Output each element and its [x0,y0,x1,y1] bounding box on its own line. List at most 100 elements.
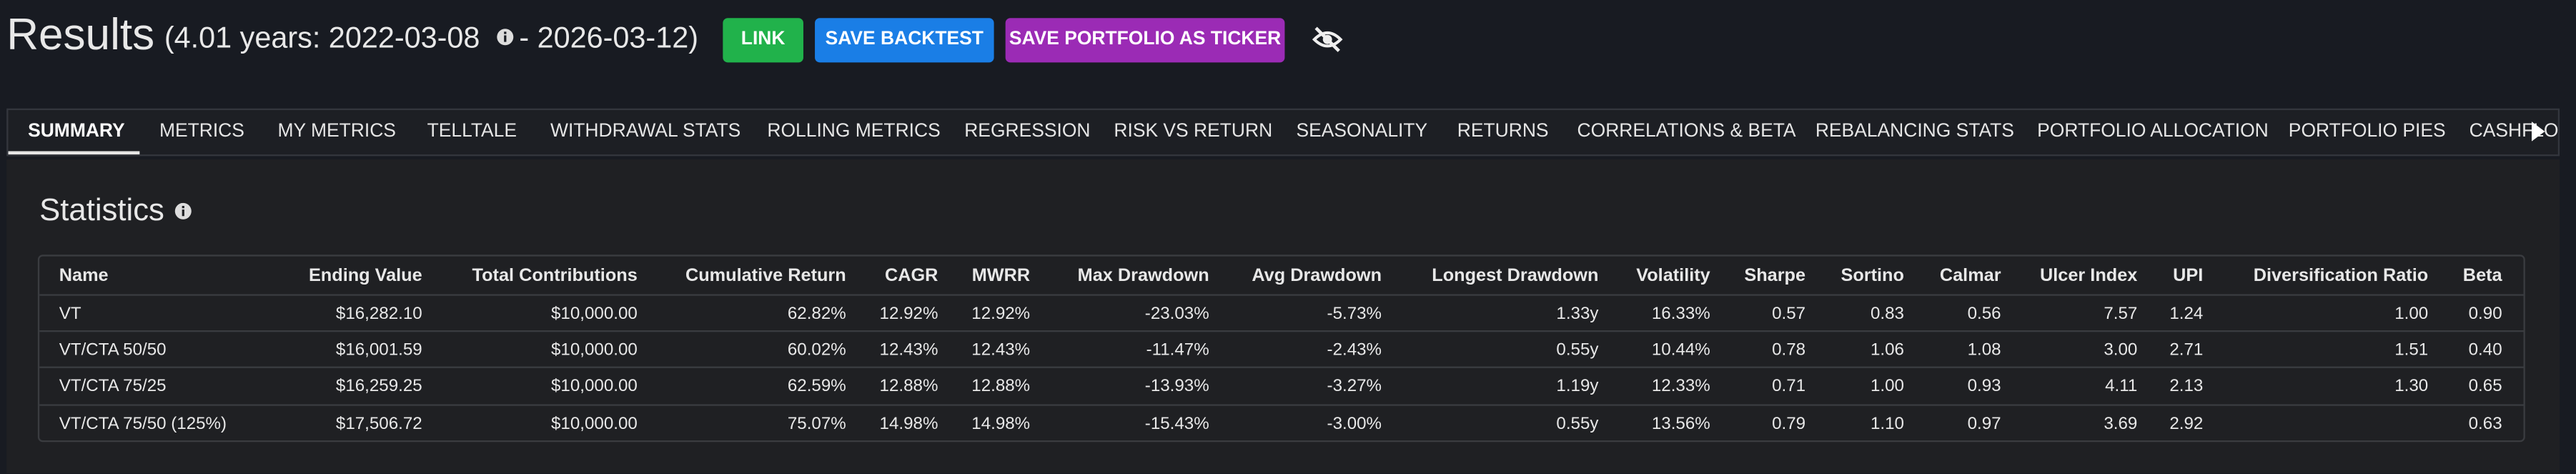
table-cell: 12.33% [1651,376,1710,396]
page-title: Results [6,9,155,59]
column-header: Sortino [1841,266,1904,286]
tab[interactable]: RISK VS RETURN [1114,122,1273,142]
table-cell: 1.08 [1967,340,2001,360]
table-cell: 0.57 [1772,304,1806,324]
table-cell: 0.40 [2468,340,2502,360]
date-range-end: - 2026-03-12) [519,21,699,54]
table-cell: $16,282.10 [335,304,422,324]
column-header: Total Contributions [472,266,638,286]
tab[interactable]: PORTFOLIO PIES [2288,122,2446,142]
table-cell: 0.90 [2468,304,2502,324]
table-cell: 1.10 [1870,414,1904,434]
table-cell: 12.43% [879,340,938,360]
table-cell: 14.98% [971,414,1031,434]
column-header: Ending Value [308,266,422,286]
table-cell: $10,000.00 [551,376,638,396]
table-cell: 62.59% [787,376,846,396]
column-header: Beta [2462,266,2502,286]
table-cell: 12.43% [971,340,1031,360]
table-cell: 12.92% [971,304,1031,324]
hide-icon[interactable] [1311,24,1344,54]
column-header: Max Drawdown [1077,266,1209,286]
table-cell: -23.03% [1144,304,1209,324]
table-cell: 7.57 [2104,304,2138,324]
table-cell: VT [59,304,81,324]
table-cell: 60.02% [787,340,846,360]
table-cell: -5.73% [1327,304,1382,324]
table-cell: 1.30 [2394,376,2429,396]
tab[interactable]: CORRELATIONS & BETA [1577,122,1796,142]
column-header: Name [59,266,109,286]
table-cell: 1.24 [2169,304,2204,324]
save-ticker-button[interactable]: SAVE PORTFOLIO AS TICKER [1005,18,1285,63]
row-divider [39,330,2524,332]
table-cell: VT/CTA 75/50 (125%) [59,414,227,434]
table-cell: 16.33% [1651,304,1710,324]
column-header: UPI [2173,266,2204,286]
table-cell: 1.33y [1556,304,1599,324]
tab[interactable]: REGRESSION [964,122,1091,142]
table-cell: 75.07% [787,414,846,434]
row-divider [39,294,2524,296]
column-header: Cumulative Return [685,266,846,286]
table-cell: 0.79 [1772,414,1806,434]
tab[interactable]: WITHDRAWAL STATS [550,122,741,142]
table-cell: 2.13 [2169,376,2204,396]
table-cell: -3.27% [1327,376,1382,396]
row-divider [39,366,2524,368]
info-icon[interactable] [174,202,192,220]
table-cell: 0.71 [1772,376,1806,396]
table-cell: -13.93% [1144,376,1209,396]
column-header: Longest Drawdown [1432,266,1599,286]
column-header: MWRR [971,266,1031,286]
column-header: Volatility [1636,266,1710,286]
table-cell: -3.00% [1327,414,1382,434]
tab[interactable]: TELLTALE [427,122,517,142]
column-header: Diversification Ratio [2253,266,2429,286]
tab[interactable]: RETURNS [1457,122,1549,142]
table-cell: 0.56 [1967,304,2001,324]
table-cell: $16,001.59 [335,340,422,360]
row-divider [39,404,2524,406]
summary-panel [6,159,2560,473]
table-cell: 3.69 [2104,414,2138,434]
tab-bar: SUMMARY METRICS MY METRICS TELLTALE WITHDRAW… [6,108,2560,157]
table-cell: 0.83 [1870,304,1904,324]
tab[interactable]: SUMMARY [28,122,125,142]
table-cell: 1.51 [2394,340,2429,360]
table-cell: 12.92% [879,304,938,324]
table-cell: 1.19y [1556,376,1599,396]
date-range-start: (4.01 years: 2022-03-08 [164,21,480,54]
table-cell: 1.00 [1870,376,1904,396]
table-cell: 3.00 [2104,340,2138,360]
section-title: Statistics [39,194,164,229]
table-cell: 62.82% [787,304,846,324]
tab[interactable]: SEASONALITY [1296,122,1428,142]
link-button[interactable]: LINK [723,18,803,63]
table-cell: 0.78 [1772,340,1806,360]
tab[interactable]: REBALANCING STATS [1815,122,2014,142]
table-cell: 10.44% [1651,340,1710,360]
info-icon[interactable] [496,28,514,46]
table-cell: -2.43% [1327,340,1382,360]
table-cell: $10,000.00 [551,414,638,434]
tab[interactable]: METRICS [159,122,244,142]
tab[interactable]: PORTFOLIO ALLOCATION [2037,122,2269,142]
column-header: Sharpe [1744,266,1806,286]
tab[interactable]: ROLLING METRICS [767,122,941,142]
table-cell: 2.92 [2169,414,2204,434]
tab[interactable]: MY METRICS [277,122,396,142]
table-cell: 0.55y [1556,414,1599,434]
table-cell: -11.47% [1146,340,1209,360]
column-header: CAGR [884,266,938,286]
table-cell: 4.11 [2105,376,2138,396]
tab-scroll-arrow[interactable] [2528,120,2548,143]
save-backtest-button[interactable]: SAVE BACKTEST [815,18,994,63]
table-cell: $10,000.00 [551,304,638,324]
table-cell: 1.06 [1870,340,1904,360]
table-cell: 0.97 [1967,414,2001,434]
column-header: Avg Drawdown [1252,266,1382,286]
column-header: Calmar [1939,266,2001,286]
